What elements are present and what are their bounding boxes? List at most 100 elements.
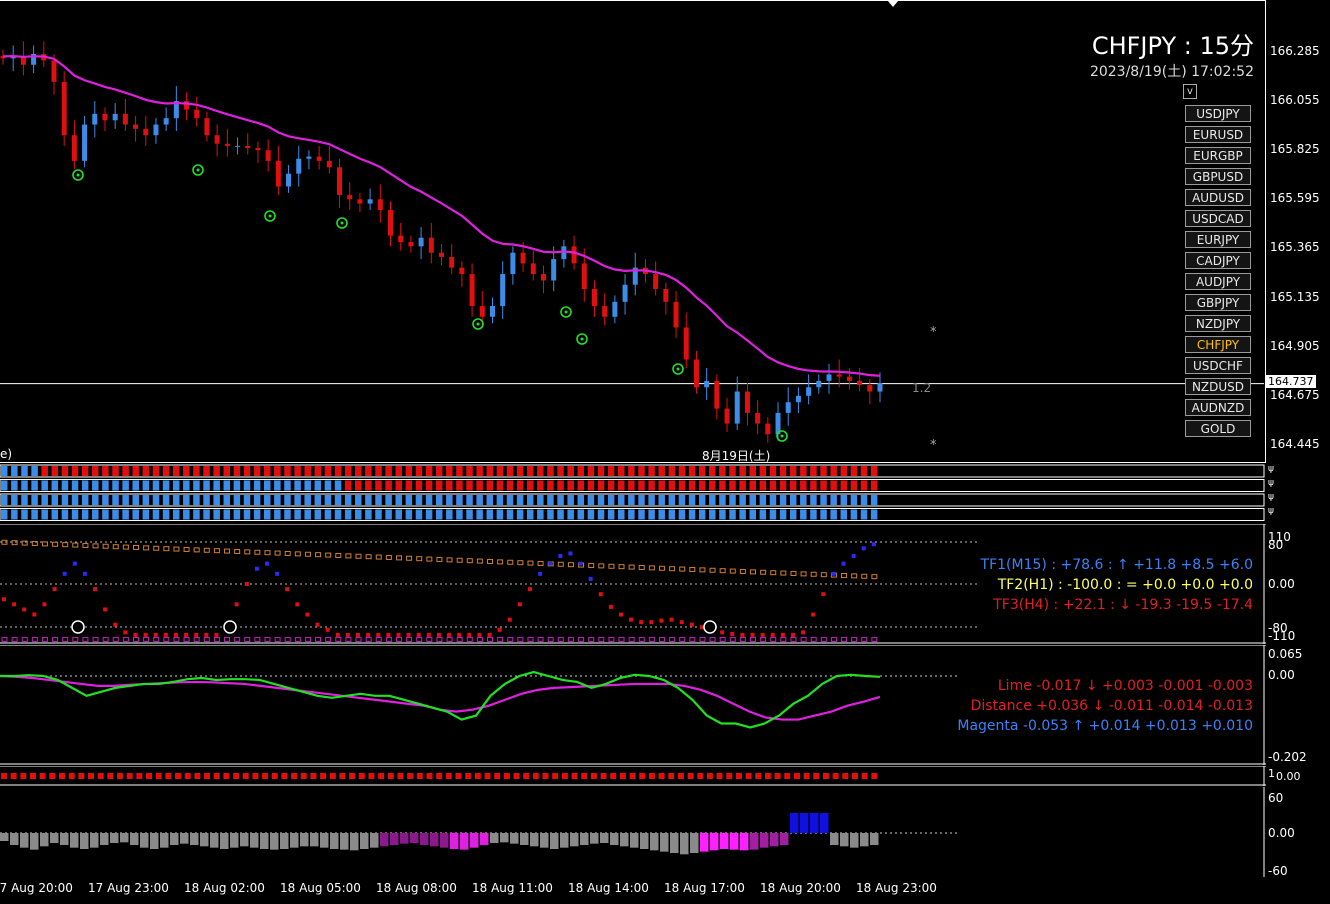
candle	[0, 49, 6, 65]
symbol-button-usdchf[interactable]: USDCHF	[1185, 357, 1251, 374]
strip-cell	[719, 466, 726, 476]
symbol-list-toggle-button[interactable]: v	[1183, 84, 1197, 99]
tf3-marker	[517, 560, 524, 566]
strip-cell	[405, 480, 413, 491]
strip-cell	[344, 495, 352, 505]
signal-strip-cell	[358, 773, 365, 779]
tf2-marker	[213, 636, 220, 642]
tf3-marker	[638, 564, 645, 570]
histogram-bar	[220, 833, 229, 849]
strip-cell	[243, 509, 251, 520]
histogram-bar	[760, 833, 769, 848]
strip-cell	[415, 509, 423, 520]
strip-cell	[385, 466, 392, 476]
tf2-marker	[244, 636, 251, 642]
strip-cell	[719, 509, 726, 520]
strip-cell	[51, 495, 59, 505]
strip-cell	[435, 480, 443, 491]
signal-strip-cell	[455, 773, 462, 779]
symbol-button-cadjpy[interactable]: CADJPY	[1185, 252, 1251, 269]
strip-cell	[81, 480, 89, 491]
tf3-marker	[365, 554, 372, 560]
tf2-marker	[487, 636, 494, 642]
histogram-bar	[200, 833, 209, 847]
candlestick-chart[interactable]	[0, 1, 1264, 462]
candle	[41, 41, 47, 67]
strip-cell	[395, 495, 402, 505]
symbol-button-audnzd[interactable]: AUDNZD	[1185, 399, 1251, 416]
strip-cell	[344, 509, 352, 520]
histogram-bar	[230, 833, 239, 848]
strip-cell	[223, 509, 231, 520]
candle	[296, 145, 302, 187]
symbol-button-gold[interactable]: GOLD	[1185, 420, 1251, 437]
tf3-marker	[213, 548, 220, 554]
signal-strip-cell	[658, 773, 665, 779]
strip-cell	[31, 495, 38, 505]
symbol-button-eurjpy[interactable]: EURJPY	[1185, 231, 1251, 248]
strip-cell	[263, 495, 271, 505]
symbol-button-nzdusd[interactable]: NZDUSD	[1185, 378, 1251, 395]
signal-strip-cell	[610, 773, 617, 779]
candle	[275, 145, 281, 196]
symbol-button-eurgbp[interactable]: EURGBP	[1185, 147, 1251, 164]
candle	[367, 188, 373, 210]
histogram-bar	[650, 833, 659, 851]
symbol-button-audusd[interactable]: AUDUSD	[1185, 189, 1251, 206]
histogram-bar	[250, 833, 259, 848]
tf2-marker	[416, 636, 423, 642]
strip-cell	[274, 495, 281, 505]
candle	[561, 239, 567, 268]
tf2-marker	[517, 636, 524, 642]
strip-cell	[41, 495, 48, 505]
signal-strip-cell	[590, 773, 597, 779]
tf1-marker	[22, 607, 27, 612]
signal-strip-cell	[793, 773, 800, 779]
signal-strip-cell	[233, 773, 240, 779]
histogram-bar	[540, 833, 549, 848]
tf2-marker	[719, 636, 726, 642]
strip-cell	[526, 509, 534, 520]
symbol-button-eurusd[interactable]: EURUSD	[1185, 126, 1251, 143]
tf2-marker	[588, 636, 595, 642]
strip-cell	[688, 509, 696, 520]
symbol-button-gbpusd[interactable]: GBPUSD	[1185, 168, 1251, 185]
tf2-marker	[315, 636, 322, 642]
strip-cell	[557, 509, 564, 520]
tf3-marker	[598, 563, 605, 569]
strip-cell	[628, 480, 635, 491]
strip-cell	[102, 480, 109, 491]
strip-cell	[21, 466, 28, 476]
tf2-marker	[41, 636, 48, 642]
tf2-marker	[750, 636, 757, 642]
strip-cell	[759, 480, 767, 491]
main-chart-pane[interactable]: 1.2 * * 8月19日(土) e)	[0, 0, 1266, 463]
strip-cell	[162, 480, 170, 491]
strip-cell	[334, 509, 342, 520]
strip-cell	[415, 466, 423, 476]
strip-cell	[132, 480, 139, 491]
tf1-marker	[841, 561, 846, 566]
signal-strip-cell	[194, 773, 201, 779]
histogram-bar	[610, 833, 619, 845]
strip-cell	[587, 509, 595, 520]
symbol-button-nzdjpy[interactable]: NZDJPY	[1185, 315, 1251, 332]
signal-strip-cell	[68, 773, 75, 779]
symbol-button-usdcad[interactable]: USDCAD	[1185, 210, 1251, 227]
candle	[826, 363, 832, 394]
strip-cell	[425, 509, 433, 520]
strip-cell	[800, 509, 807, 520]
strip-cell	[142, 495, 150, 505]
strip-cell	[294, 495, 301, 505]
tf3-marker	[446, 557, 453, 563]
strip-cell	[840, 495, 848, 505]
symbol-button-gbpjpy[interactable]: GBPJPY	[1185, 294, 1251, 311]
symbol-button-audjpy[interactable]: AUDJPY	[1185, 273, 1251, 290]
tf1-marker	[699, 625, 704, 630]
tf2-marker	[739, 636, 746, 642]
symbol-button-usdjpy[interactable]: USDJPY	[1185, 105, 1251, 122]
symbol-button-chfjpy[interactable]: CHFJPY	[1185, 336, 1251, 353]
strip-cell	[61, 466, 69, 476]
tf2-marker	[375, 636, 382, 642]
strip-cell	[314, 495, 322, 505]
